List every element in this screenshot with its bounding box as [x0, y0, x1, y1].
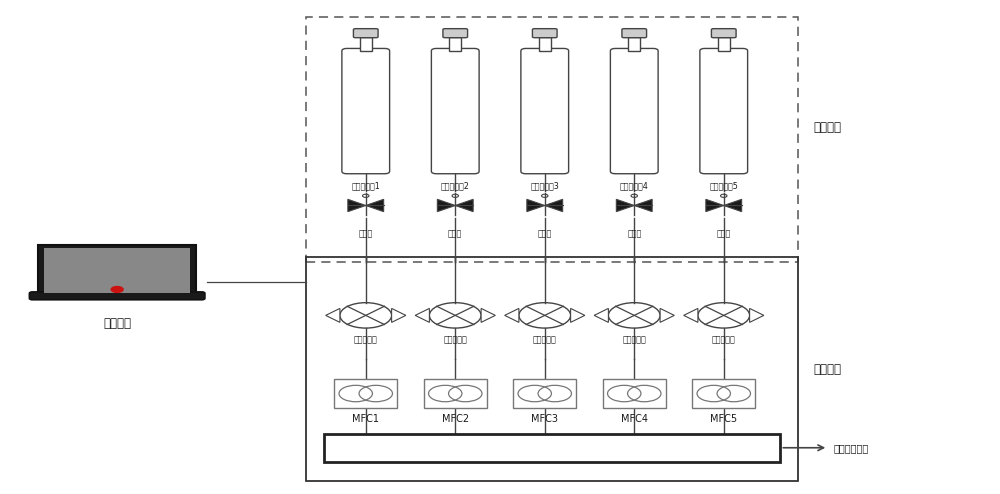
Polygon shape — [415, 308, 429, 323]
Bar — [603, 379, 666, 408]
Text: 操控平台: 操控平台 — [103, 317, 131, 330]
Text: 气体混合室: 气体混合室 — [535, 441, 570, 454]
Text: 减压阀: 减压阀 — [538, 229, 552, 238]
Text: 减压阀: 减压阀 — [717, 229, 731, 238]
Text: 原料气钢瓶4: 原料气钢瓶4 — [620, 181, 649, 190]
FancyBboxPatch shape — [431, 48, 479, 174]
FancyBboxPatch shape — [443, 29, 468, 38]
FancyBboxPatch shape — [29, 292, 205, 300]
Text: MFC3: MFC3 — [531, 414, 558, 424]
Text: 电磁截止阀: 电磁截止阀 — [622, 335, 646, 344]
Bar — [424, 379, 487, 408]
FancyBboxPatch shape — [38, 245, 196, 296]
Text: MFC5: MFC5 — [710, 414, 737, 424]
Bar — [324, 434, 780, 462]
Text: 电磁截止阀: 电磁截止阀 — [443, 335, 467, 344]
Text: 原料气钢瓶1: 原料气钢瓶1 — [351, 181, 380, 190]
Polygon shape — [392, 308, 406, 323]
Polygon shape — [724, 199, 742, 211]
Polygon shape — [527, 199, 545, 211]
Polygon shape — [366, 199, 384, 211]
Bar — [44, 248, 190, 293]
Polygon shape — [437, 199, 455, 211]
FancyBboxPatch shape — [700, 48, 748, 174]
Text: 原料气钢瓶3: 原料气钢瓶3 — [530, 181, 559, 190]
Polygon shape — [326, 308, 340, 323]
Polygon shape — [750, 308, 764, 323]
Bar — [628, 37, 640, 51]
Polygon shape — [505, 308, 519, 323]
Polygon shape — [348, 199, 366, 211]
Bar — [692, 379, 755, 408]
Polygon shape — [455, 199, 473, 211]
Polygon shape — [684, 308, 698, 323]
Bar — [306, 257, 798, 482]
Text: 电磁截止阀: 电磁截止阀 — [712, 335, 736, 344]
Circle shape — [111, 287, 123, 292]
Text: 电磁截止阀: 电磁截止阀 — [354, 335, 378, 344]
Text: 电磁截止阀: 电磁截止阀 — [533, 335, 557, 344]
Polygon shape — [571, 308, 585, 323]
Bar — [513, 379, 576, 408]
FancyBboxPatch shape — [342, 48, 390, 174]
FancyBboxPatch shape — [353, 29, 378, 38]
Bar — [539, 37, 551, 51]
Text: MFC2: MFC2 — [442, 414, 469, 424]
Text: 标准混合气体: 标准混合气体 — [833, 443, 868, 453]
Bar — [449, 37, 461, 51]
Text: 原料气体: 原料气体 — [813, 121, 841, 134]
FancyBboxPatch shape — [622, 29, 647, 38]
FancyBboxPatch shape — [532, 29, 557, 38]
Bar — [360, 37, 372, 51]
Text: 原料气钢瓶5: 原料气钢瓶5 — [709, 181, 738, 190]
FancyBboxPatch shape — [711, 29, 736, 38]
Text: 原料气钢瓶2: 原料气钢瓶2 — [441, 181, 470, 190]
Bar — [334, 379, 397, 408]
Text: 减压阀: 减压阀 — [359, 229, 373, 238]
Text: MFC1: MFC1 — [352, 414, 379, 424]
Polygon shape — [545, 199, 563, 211]
Text: 配气主机: 配气主机 — [813, 363, 841, 375]
Bar — [306, 17, 798, 262]
Polygon shape — [660, 308, 674, 323]
FancyBboxPatch shape — [521, 48, 569, 174]
Text: 减压阀: 减压阀 — [448, 229, 462, 238]
Polygon shape — [616, 199, 634, 211]
Polygon shape — [634, 199, 652, 211]
Bar — [718, 37, 730, 51]
Text: 减压阀: 减压阀 — [627, 229, 641, 238]
Text: MFC4: MFC4 — [621, 414, 648, 424]
FancyBboxPatch shape — [610, 48, 658, 174]
Polygon shape — [481, 308, 495, 323]
Polygon shape — [594, 308, 608, 323]
Polygon shape — [706, 199, 724, 211]
